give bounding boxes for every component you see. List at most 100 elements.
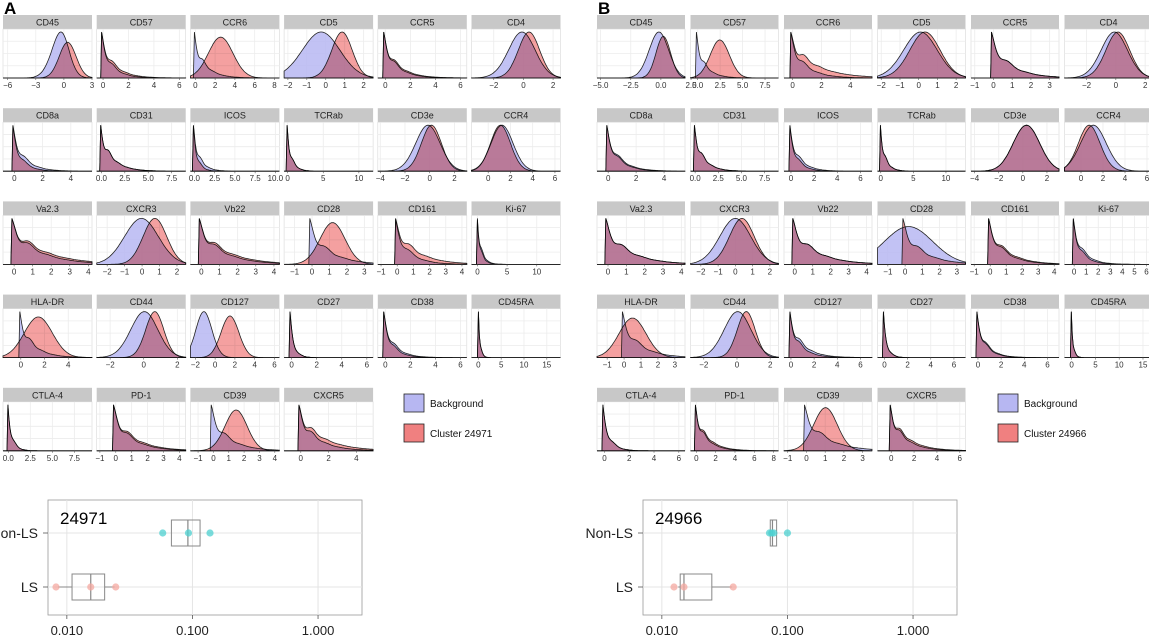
facet-strip — [190, 201, 280, 216]
tick-label: 0 — [804, 454, 809, 463]
facet-CD57: CD57 0 2 4 6 — [96, 15, 187, 90]
density-background — [877, 226, 966, 265]
tick-label: −4 — [970, 174, 980, 183]
facet-Ki-67: Ki-67 0 1 2 3 4 5 6 — [1064, 201, 1149, 276]
facet-CCR6: CCR6 0 2 4 6 8 — [190, 15, 280, 90]
tick-label: 0 — [789, 361, 794, 370]
facet-strip — [3, 294, 92, 309]
boxplot-point — [87, 583, 95, 591]
tick-label: 2 — [242, 454, 247, 463]
facet-CXCR3: CXCR3 −2 −1 0 1 2 — [96, 201, 187, 276]
facet-label: CTLA-4 — [625, 390, 656, 400]
facet-strip — [877, 15, 966, 29]
tick-label: 10 — [1115, 361, 1124, 370]
tick-label: 6 — [858, 174, 863, 183]
tick-label: 10 — [520, 361, 529, 370]
legend-swatch-background — [403, 393, 425, 413]
tick-label: 15 — [542, 361, 551, 370]
facet-label: CD31 — [130, 111, 153, 121]
tick-label: 0 — [101, 81, 106, 90]
tick-label: 0 — [140, 267, 145, 276]
tick-label: 4 — [929, 361, 934, 370]
tick-label: −1 — [95, 454, 105, 463]
tick-label: 4 — [662, 174, 667, 183]
tick-label: 2 — [634, 174, 639, 183]
tick-label: 2 — [1143, 81, 1148, 90]
facet-CCR4: CCR4 0 2 4 6 — [1064, 108, 1149, 183]
tick-label: 6 — [252, 81, 257, 90]
tick-label: 5 — [911, 174, 916, 183]
density-cluster — [284, 311, 374, 358]
tick-label: −1 — [120, 267, 130, 276]
tick-label: 2.5 — [25, 454, 37, 463]
tick-label: 1 — [157, 267, 162, 276]
facet-strip — [1064, 201, 1149, 216]
tick-label: 4 — [340, 361, 345, 370]
facet-ICOS: ICOS 0 2 4 6 — [783, 108, 873, 183]
facet-CD28: CD28 −1 0 1 2 3 — [877, 201, 966, 276]
tick-label: 4 — [864, 267, 869, 276]
tick-label: 2 — [408, 81, 413, 90]
density-cluster — [690, 218, 779, 265]
density-cluster — [190, 315, 280, 358]
tick-label: 1 — [624, 267, 629, 276]
tick-label: 0 — [991, 81, 996, 90]
tick-label: 2 — [954, 81, 959, 90]
facet-strip — [471, 15, 561, 29]
facet-PD-1: PD-1 −1 0 1 2 3 4 — [95, 387, 187, 463]
boxplot-frame — [642, 499, 958, 616]
facet-label: HLA-DR — [31, 297, 65, 307]
facet-label: Va2.3 — [630, 204, 653, 214]
tick-label: 6 — [858, 361, 863, 370]
tick-label: 0.0 — [690, 174, 702, 183]
density-cluster — [284, 31, 374, 79]
tick-label: 0.0 — [655, 81, 667, 90]
facet-strip — [377, 294, 467, 309]
tick-label: −3 — [31, 81, 41, 90]
tick-label: 0.0 — [3, 454, 15, 463]
boxplot-box — [71, 573, 106, 601]
tick-label: 4 — [1052, 267, 1057, 276]
facet-strip — [784, 201, 872, 216]
facet-strip — [284, 387, 374, 402]
tick-label: 2 — [912, 454, 917, 463]
density-cluster — [971, 311, 1059, 358]
tick-label: 6 — [752, 454, 757, 463]
tick-label: 4 — [652, 454, 657, 463]
tick-label: 5.0 — [47, 454, 59, 463]
boxplot-point — [680, 583, 688, 591]
density-cluster — [784, 218, 873, 265]
density-cluster — [377, 31, 468, 79]
density-cluster — [96, 404, 187, 452]
density-cluster — [96, 125, 186, 172]
tick-label: 0 — [289, 361, 294, 370]
tick-label: 0 — [790, 81, 795, 90]
facet-label: CD38 — [1003, 297, 1026, 307]
tick-label: 2 — [1029, 81, 1034, 90]
tick-label: 5 — [321, 174, 326, 183]
tick-label: 2 — [842, 454, 847, 463]
tick-label: 1 — [342, 81, 347, 90]
tick-label: 0 — [211, 454, 216, 463]
facet-PD-1: PD-1 0 2 4 6 8 — [690, 387, 779, 463]
tick-label: 1 — [411, 267, 416, 276]
facet-CD57: CD57 0.0 2.5 5.0 7.5 — [690, 15, 779, 90]
tick-label: 1 — [217, 267, 222, 276]
tick-label: 4 — [1120, 267, 1125, 276]
tick-label: −2 — [696, 267, 706, 276]
tick-label: 5.0 — [229, 174, 241, 183]
density-cluster — [1064, 31, 1149, 79]
tick-label: 8 — [771, 454, 776, 463]
density-cluster — [784, 31, 873, 79]
tick-label: 2 — [713, 454, 718, 463]
tick-label: 0 — [475, 267, 480, 276]
facet-strip — [690, 294, 779, 309]
facet-label: CTLA-4 — [32, 390, 63, 400]
facet-strip — [597, 387, 685, 402]
facet-CXCR5: CXCR5 0 2 4 — [283, 387, 374, 463]
facet-label: CD45 — [36, 18, 59, 28]
tick-label: 2 — [40, 174, 45, 183]
facet-CD44: CD44 −2 0 2 — [96, 294, 187, 370]
facet-CD38: CD38 0 2 4 6 — [970, 294, 1060, 370]
facet-label: CD57 — [723, 18, 746, 28]
